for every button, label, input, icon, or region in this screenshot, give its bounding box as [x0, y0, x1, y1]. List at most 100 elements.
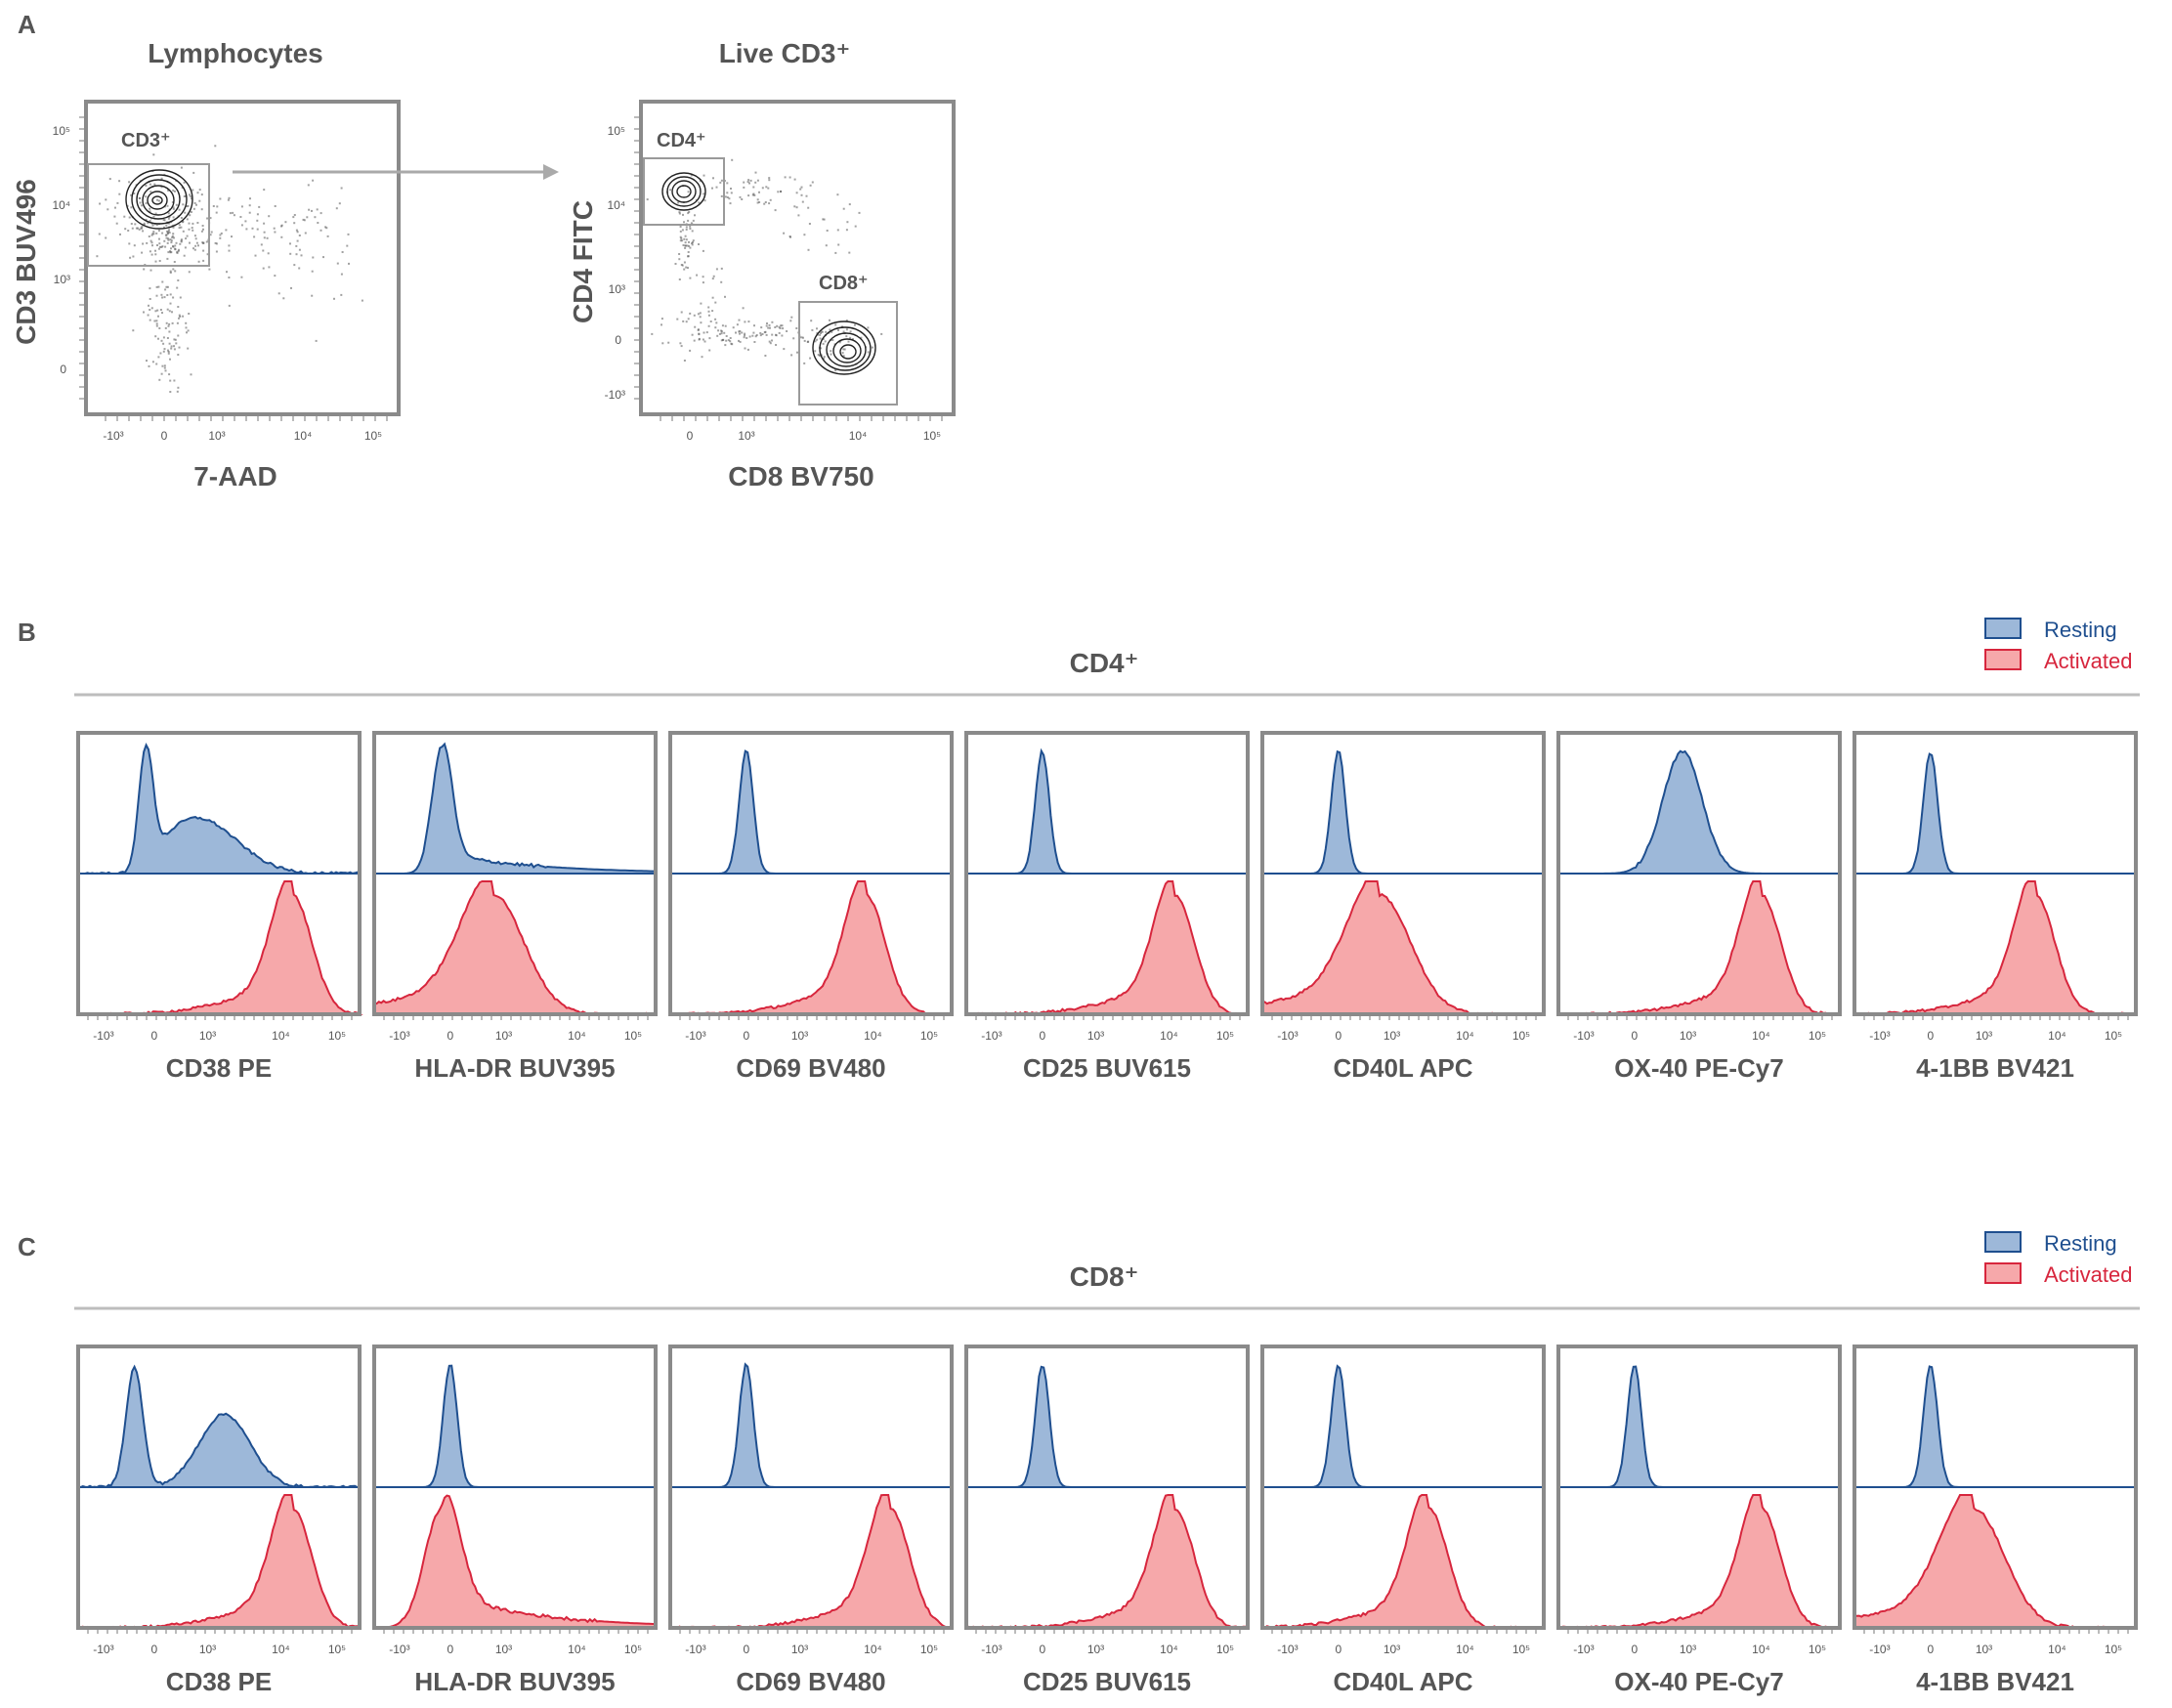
event-dot [240, 224, 243, 227]
histogram-panel: -10³ 0 10³ 10⁴ 10⁵ CD69 BV480 [668, 731, 954, 1083]
panel-label-b: B [18, 618, 36, 647]
event-dot [682, 244, 685, 246]
event-dot [289, 242, 291, 245]
histogram-activated-4-1BB BV421 [1853, 1494, 2137, 1630]
x-tick-label: 10⁵ [920, 1643, 938, 1656]
event-dot [698, 338, 701, 341]
histogram-frame [1260, 1345, 1546, 1630]
event-dot [340, 293, 343, 296]
event-dot [167, 238, 170, 241]
event-dot [142, 242, 145, 245]
event-dot [751, 334, 754, 337]
event-dot [820, 347, 823, 350]
event-dot [132, 255, 135, 258]
event-dot [346, 244, 349, 247]
event-dot [747, 179, 750, 182]
event-dot [720, 332, 723, 335]
event-dot [149, 191, 152, 193]
event-dot [148, 235, 150, 237]
event-dot [163, 366, 166, 369]
x-tick-label: 10⁵ [923, 429, 941, 443]
legend-label-activated: Activated [2044, 649, 2133, 673]
event-dot [783, 348, 786, 351]
event-dot [699, 180, 702, 183]
dotplot-title: Lymphocytes [148, 38, 322, 68]
event-dot [836, 193, 839, 196]
dotplot-live-cd3: Live CD3⁺ CD4⁺ CD8⁺ 10⁵ 10⁴ 10³ 0 -10³ 0… [568, 38, 956, 491]
histogram-panel: -10³ 0 10³ 10⁴ 10⁵ CD25 BUV615 [964, 731, 1250, 1083]
event-dot [698, 332, 701, 335]
event-dot [701, 356, 703, 359]
event-dot [702, 338, 704, 341]
event-dot [810, 320, 813, 322]
panel-title: CD8⁺ [1070, 1261, 1139, 1292]
event-dot [154, 310, 157, 313]
event-dot [843, 348, 846, 351]
event-dot [187, 329, 190, 332]
axis-ticks [1271, 1630, 1537, 1634]
legend-swatch-activated [1984, 1262, 2022, 1284]
event-dot [702, 249, 704, 252]
event-dot [754, 181, 757, 184]
histogram-resting-CD69 BV480 [670, 749, 952, 875]
event-dot [266, 236, 269, 239]
event-dot [170, 347, 173, 350]
axis-ticks [1567, 1016, 1833, 1020]
histogram-row-cd8: -10³ 0 10³ 10⁴ 10⁵ CD38 PE -10³ 0 10³ 10⁴ 10⁵ HLA-D… [76, 1345, 2138, 1696]
event-dot [842, 348, 845, 351]
event-dot [200, 230, 203, 233]
event-dot [838, 341, 841, 344]
event-dot [181, 187, 184, 190]
event-dot [775, 334, 778, 337]
event-dot [133, 192, 136, 194]
event-dot [687, 255, 689, 258]
event-dot [317, 222, 319, 224]
event-dot [174, 338, 177, 341]
event-dot [687, 212, 690, 215]
event-dot [172, 296, 175, 299]
event-dot [148, 304, 149, 307]
event-dot [849, 330, 852, 333]
histogram-frame [668, 1345, 954, 1630]
event-dot [730, 188, 732, 190]
event-dot [744, 334, 745, 337]
event-dot [679, 235, 682, 238]
event-dot [742, 307, 745, 310]
event-dot [753, 193, 756, 196]
event-dot [319, 212, 322, 215]
event-dot [743, 336, 745, 339]
event-dot [163, 296, 166, 299]
event-dot [177, 306, 180, 308]
event-dot [823, 356, 826, 359]
x-tick-label: 10³ [199, 1643, 216, 1656]
event-dot [188, 313, 191, 315]
histogram-resting-CD38 PE [77, 742, 361, 875]
event-dot [166, 337, 169, 339]
x-tick-label: 10⁵ [1512, 1643, 1530, 1656]
event-dot [163, 348, 166, 351]
event-dot [164, 288, 167, 291]
event-dot [848, 251, 851, 254]
histogram-row-cd4: -10³ 0 10³ 10⁴ 10⁵ CD38 PE -10³ 0 10³ 10⁴ 10⁵ HLA-D… [76, 731, 2138, 1083]
x-tick-label: 10⁴ [1160, 1643, 1178, 1656]
event-dot [155, 285, 158, 288]
event-dot [187, 204, 190, 207]
event-dot [175, 342, 178, 345]
event-dot [679, 230, 682, 233]
event-dot [322, 256, 324, 259]
event-dot [249, 197, 251, 200]
x-tick-label: 10⁴ [1456, 1643, 1474, 1656]
event-dot [688, 210, 691, 213]
event-dot [816, 327, 818, 330]
event-dot [747, 320, 750, 323]
event-dot [256, 228, 259, 231]
y-tick-label: 10⁴ [607, 198, 625, 212]
event-dot [161, 245, 164, 248]
event-dot [141, 225, 144, 228]
event-dot [215, 211, 218, 214]
event-dot [169, 293, 172, 296]
histogram-frame [76, 1345, 362, 1630]
marker-label: OX-40 PE-Cy7 [1614, 1667, 1783, 1696]
event-dot [684, 235, 687, 237]
event-dot [708, 337, 711, 340]
